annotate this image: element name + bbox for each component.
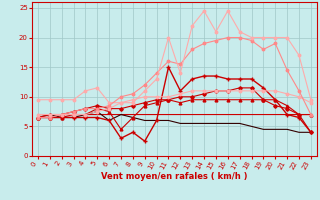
X-axis label: Vent moyen/en rafales ( km/h ): Vent moyen/en rafales ( km/h ) [101,172,248,181]
